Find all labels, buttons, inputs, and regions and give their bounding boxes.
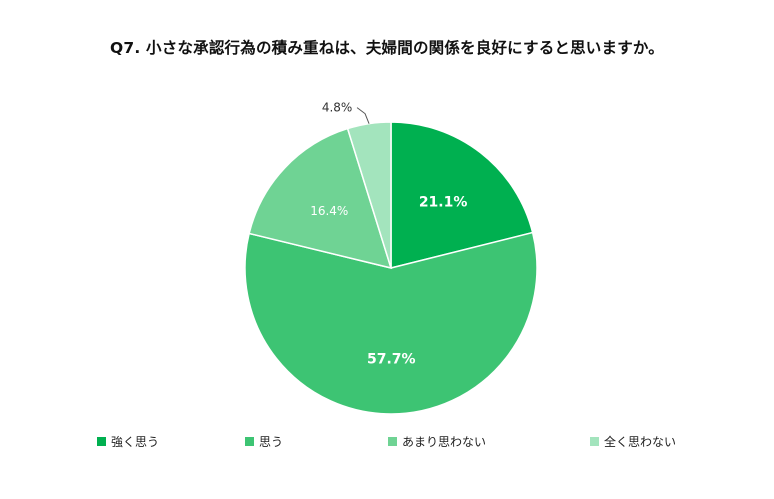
pie-slice-strongly-agree [390, 121, 534, 269]
legend-label: 思う [259, 435, 284, 449]
legend-swatch [245, 437, 254, 446]
legend: 強く思う 思う あまり思わない 全く思わない [0, 433, 774, 453]
data-label-somewhat-disagree: 16.4% [310, 204, 348, 218]
legend-swatch [97, 437, 106, 446]
pie-slice-somewhat-disagree [248, 127, 393, 270]
legend-item-agree: 思う [245, 433, 283, 450]
pie-slice-agree [244, 231, 538, 415]
legend-label: あまり思わない [402, 435, 487, 449]
data-label-strongly-agree: 21.1% [419, 194, 468, 210]
legend-swatch [388, 437, 397, 446]
data-label-strongly-disagree: 4.8% [322, 101, 353, 115]
legend-label: 強く思う [111, 435, 160, 449]
legend-item-strongly-disagree: 全く思わない [590, 433, 676, 450]
legend-label: 全く思わない [604, 435, 677, 449]
pie-slice-strongly-disagree [346, 121, 392, 269]
legend-swatch [590, 437, 599, 446]
chart-title: Q7. 小さな承認行為の積み重ねは、夫婦間の関係を良好にすると思いますか。 [110, 39, 664, 57]
legend-item-strongly-agree: 強く思う [97, 433, 159, 450]
legend-item-somewhat-disagree: あまり思わない [388, 433, 486, 450]
leader-line [356, 107, 370, 124]
data-label-agree: 57.7% [367, 352, 416, 368]
